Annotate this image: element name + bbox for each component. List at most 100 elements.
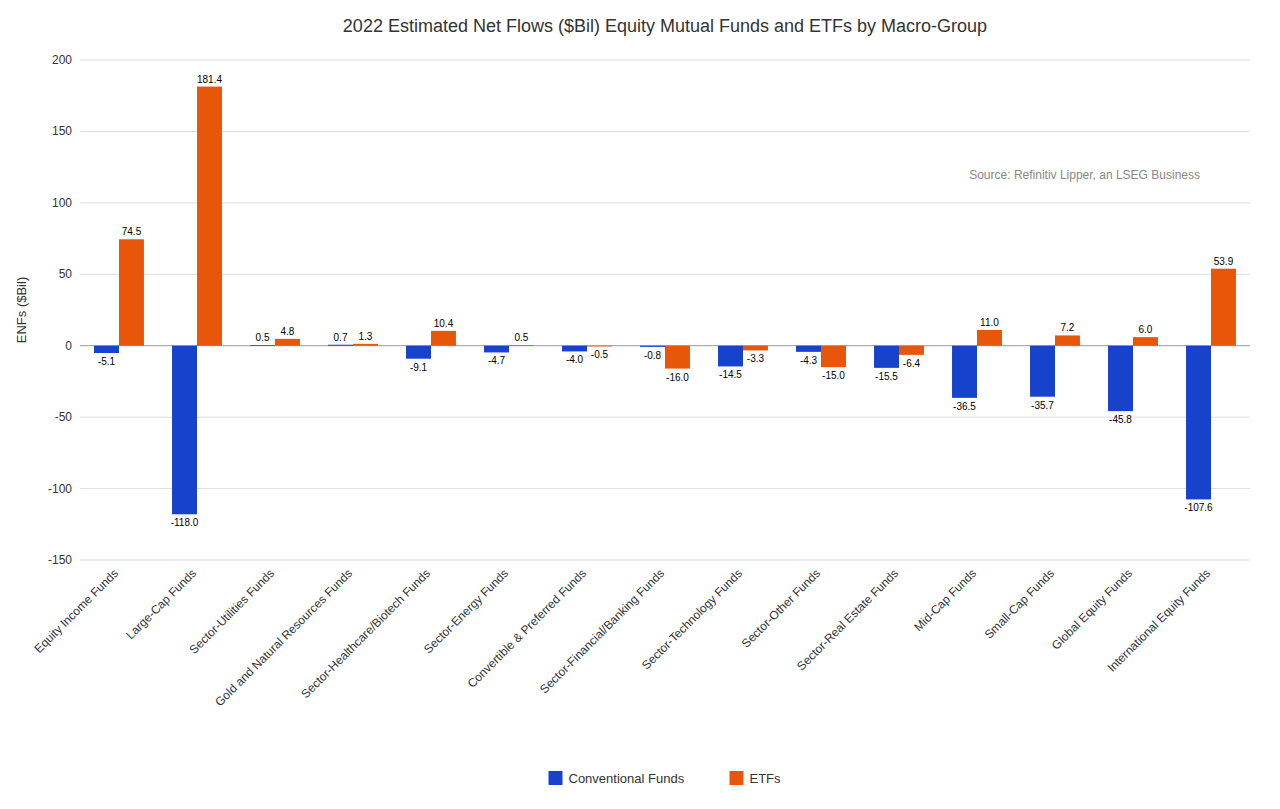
- bar: [172, 346, 197, 515]
- x-tick-label: Mid-Cap Funds: [911, 566, 979, 634]
- bar: [1133, 337, 1158, 346]
- y-tick-label: -150: [48, 553, 72, 567]
- bar: [119, 239, 144, 345]
- data-label: -107.6: [1184, 502, 1213, 513]
- bar: [197, 87, 222, 346]
- data-label: 0.7: [334, 332, 348, 343]
- bar: [484, 346, 509, 353]
- x-tick-label: Sector-Utilities Funds: [187, 566, 278, 657]
- bar: [509, 345, 534, 347]
- data-labels: -5.1 -118.0 0.5 0.7 -9.1 -4.7 -4.0 -0.8 -14.5 -4.…: [98, 74, 1234, 529]
- data-label: 0.5: [515, 332, 529, 343]
- grid-line: [80, 60, 1250, 61]
- bar: [796, 346, 821, 352]
- legend: Conventional Funds ETFs: [549, 771, 782, 786]
- bar: [718, 346, 743, 367]
- bar: [1055, 335, 1080, 345]
- chart: 2022 Estimated Net Flows ($Bil) Equity M…: [0, 0, 1280, 809]
- data-label: -0.5: [591, 349, 609, 360]
- data-label: 53.9: [1214, 256, 1234, 267]
- data-label: 4.8: [281, 326, 295, 337]
- bar: [562, 346, 587, 352]
- bar: [1186, 346, 1211, 500]
- x-tick-label: Sector-Real Estate Funds: [794, 566, 901, 673]
- data-label: -5.1: [98, 356, 116, 367]
- bar: [1108, 346, 1133, 411]
- bar: [328, 345, 353, 346]
- data-label: -35.7: [1031, 400, 1054, 411]
- data-label: 74.5: [122, 226, 142, 237]
- x-tick-label: Sector-Technology Funds: [639, 566, 745, 672]
- data-label: -9.1: [410, 362, 428, 373]
- annotation: Source: Refinitiv Lipper, an LSEG Busine…: [969, 168, 1200, 182]
- grid: [80, 60, 1250, 560]
- x-tick-label: Sector-Healthcare/Biotech Funds: [298, 566, 433, 701]
- bar: [250, 345, 275, 347]
- x-tick-label: Sector-Other Funds: [739, 566, 823, 650]
- bar: [353, 344, 378, 346]
- bar: [874, 346, 899, 368]
- bar: [952, 346, 977, 398]
- data-label: 6.0: [1139, 324, 1153, 335]
- y-axis-label: ENFs ($Bil): [14, 277, 29, 343]
- bar: [640, 346, 665, 347]
- data-label: -0.8: [644, 350, 662, 361]
- legend-swatch: [549, 771, 563, 785]
- y-tick-label: -100: [48, 482, 72, 496]
- y-tick-label: 100: [52, 196, 72, 210]
- x-tick-label: Sector-Energy Funds: [421, 566, 511, 656]
- x-tick-label: Small-Cap Funds: [982, 566, 1057, 641]
- data-label: 1.3: [359, 331, 373, 342]
- data-label: 10.4: [434, 318, 454, 329]
- bar: [431, 331, 456, 346]
- y-tick-label: 0: [65, 339, 72, 353]
- bar: [406, 346, 431, 359]
- bar: [899, 346, 924, 355]
- grid-line: [80, 274, 1250, 275]
- data-label: -45.8: [1109, 414, 1132, 425]
- grid-line: [80, 488, 1250, 489]
- data-label: -3.3: [747, 353, 765, 364]
- data-label: 11.0: [980, 317, 999, 328]
- bar: [821, 346, 846, 367]
- data-label: -16.0: [666, 372, 689, 383]
- data-label: -15.5: [875, 371, 898, 382]
- y-tick-label: 200: [52, 53, 72, 67]
- data-label: -4.7: [488, 355, 506, 366]
- data-label: -118.0: [171, 517, 199, 528]
- y-tick-label: -50: [55, 410, 73, 424]
- y-tick-label: 50: [59, 267, 73, 281]
- x-tick-label: Large-Cap Funds: [123, 566, 199, 642]
- bar: [275, 339, 300, 346]
- data-label: 7.2: [1061, 322, 1075, 333]
- data-label: 0.5: [256, 332, 270, 343]
- grid-line: [80, 131, 1250, 132]
- x-tick-label: Equity Income Funds: [32, 566, 122, 656]
- x-tick-label: International Equity Funds: [1105, 566, 1213, 674]
- grid-line: [80, 417, 1250, 418]
- legend-label: ETFs: [750, 771, 782, 786]
- data-label: -4.0: [566, 354, 584, 365]
- bar: [977, 330, 1002, 346]
- data-label: -36.5: [953, 401, 976, 412]
- data-label: -4.3: [800, 355, 818, 366]
- legend-swatch: [730, 771, 744, 785]
- bar: [587, 345, 612, 347]
- data-label: -15.0: [822, 370, 845, 381]
- bar: [743, 346, 768, 351]
- legend-label: Conventional Funds: [569, 771, 685, 786]
- data-label: -6.4: [903, 358, 921, 369]
- bar: [1211, 269, 1236, 346]
- x-tick-label: Global Equity Funds: [1049, 566, 1135, 652]
- title: 2022 Estimated Net Flows ($Bil) Equity M…: [343, 16, 987, 36]
- x-tick-label: Gold and Natural Resources Funds: [212, 566, 355, 709]
- bar: [94, 346, 119, 353]
- bar: [1030, 346, 1055, 397]
- grid-line: [80, 560, 1250, 561]
- bar: [665, 346, 690, 369]
- data-label: -14.5: [719, 369, 742, 380]
- y-tick-label: 150: [52, 124, 72, 138]
- bars: [94, 87, 1236, 515]
- data-label: 181.4: [197, 74, 222, 85]
- x-tick-label: Sector-Financial/Banking Funds: [537, 566, 667, 696]
